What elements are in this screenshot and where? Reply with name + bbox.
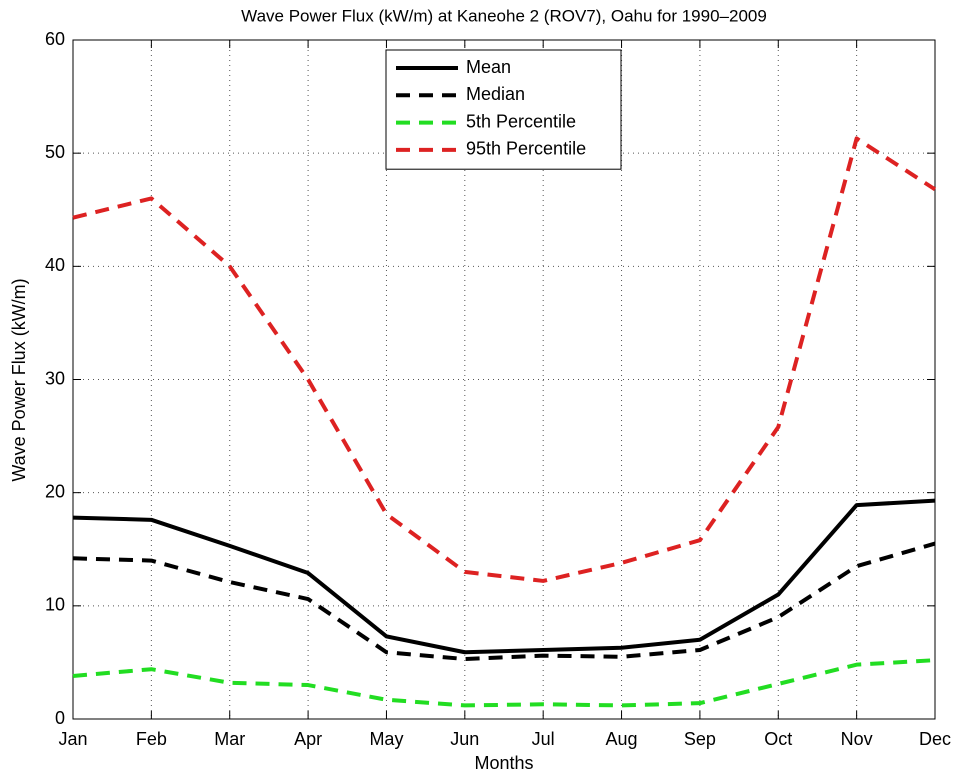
x-tick-label: Jun	[450, 729, 479, 749]
y-tick-label: 40	[45, 255, 65, 275]
x-tick-label: Oct	[764, 729, 792, 749]
y-tick-label: 20	[45, 481, 65, 501]
y-tick-label: 10	[45, 595, 65, 615]
y-tick-label: 0	[55, 708, 65, 728]
y-tick-label: 60	[45, 29, 65, 49]
x-tick-label: Jul	[532, 729, 555, 749]
x-tick-label: Mar	[214, 729, 245, 749]
series-line	[72, 541, 936, 662]
series-line	[72, 136, 937, 583]
plot-frame	[72, 39, 936, 720]
y-tick-label: 50	[45, 142, 65, 162]
legend-label: Mean	[466, 57, 511, 77]
y-tick-label: 30	[45, 368, 65, 388]
y-axis-label: Wave Power Flux (kW/m)	[9, 278, 29, 481]
legend-label: Median	[466, 84, 525, 104]
x-axis-label: Months	[474, 753, 533, 773]
chart-title: Wave Power Flux (kW/m) at Kaneohe 2 (ROV…	[241, 6, 767, 25]
x-tick-label: Feb	[136, 729, 167, 749]
x-tick-label: Dec	[919, 729, 951, 749]
legend-label: 95th Percentile	[466, 139, 586, 159]
legend-label: 5th Percentile	[466, 111, 576, 131]
x-tick-label: Jan	[58, 729, 87, 749]
x-tick-label: May	[369, 729, 403, 749]
series-line	[72, 658, 936, 708]
x-tick-label: Sep	[684, 729, 716, 749]
x-tick-label: Aug	[606, 729, 638, 749]
x-tick-label: Apr	[294, 729, 322, 749]
x-tick-label: Nov	[841, 729, 873, 749]
series-line	[72, 498, 936, 655]
